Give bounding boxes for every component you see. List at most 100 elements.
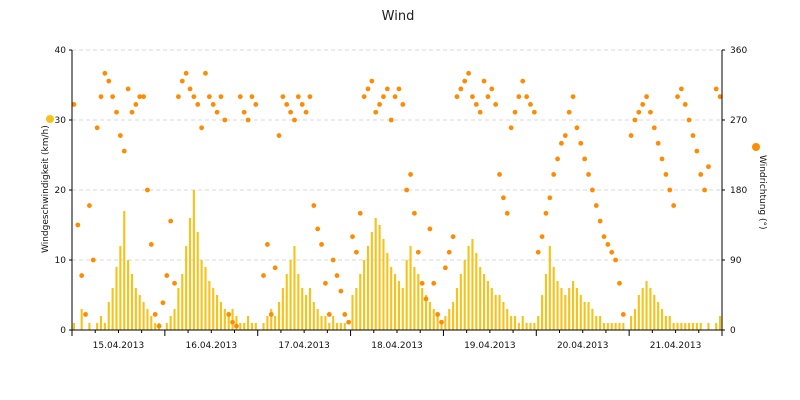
speed-bar bbox=[328, 323, 331, 330]
direction-point bbox=[307, 94, 313, 100]
speed-bar bbox=[192, 190, 195, 330]
speed-bar bbox=[587, 302, 590, 330]
direction-point bbox=[628, 133, 634, 138]
direction-point bbox=[195, 102, 201, 107]
speed-bar bbox=[243, 323, 246, 330]
direction-point bbox=[148, 242, 154, 247]
speed-bar bbox=[641, 288, 644, 330]
direction-point bbox=[90, 257, 96, 263]
direction-point bbox=[168, 218, 174, 224]
direction-point bbox=[114, 109, 119, 115]
direction-point bbox=[87, 203, 92, 208]
speed-bar bbox=[513, 316, 517, 330]
direction-point bbox=[292, 117, 297, 123]
speed-bar bbox=[537, 316, 540, 330]
direction-point bbox=[609, 249, 615, 255]
speed-bar bbox=[657, 302, 660, 330]
direction-point bbox=[241, 109, 247, 115]
speed-legend-marker bbox=[46, 115, 54, 123]
right-tick-label-1: 90 bbox=[730, 256, 742, 266]
speed-bar bbox=[320, 316, 323, 330]
direction-point bbox=[617, 280, 622, 286]
right-tick-label-3: 270 bbox=[730, 116, 747, 126]
direction-point bbox=[253, 102, 259, 107]
speed-bar bbox=[521, 316, 524, 330]
direction-point bbox=[276, 133, 282, 138]
direction-point bbox=[179, 78, 185, 84]
direction-point bbox=[535, 249, 541, 255]
direction-point bbox=[415, 249, 421, 255]
speed-bar bbox=[169, 316, 172, 330]
speed-bar bbox=[301, 288, 304, 330]
direction-point bbox=[605, 242, 611, 247]
direction-point bbox=[373, 109, 379, 115]
direction-point bbox=[164, 273, 170, 278]
speed-bar bbox=[219, 302, 223, 330]
direction-point bbox=[404, 187, 410, 193]
speed-bar bbox=[343, 323, 346, 330]
direction-point bbox=[203, 70, 208, 76]
direction-point bbox=[145, 187, 150, 193]
speed-bar bbox=[293, 246, 296, 330]
direction-point bbox=[442, 265, 448, 271]
speed-bar bbox=[552, 267, 555, 330]
speed-bar bbox=[103, 323, 106, 330]
direction-point bbox=[551, 172, 557, 177]
speed-bar bbox=[525, 323, 528, 330]
direction-point bbox=[346, 319, 352, 325]
direction-point bbox=[690, 133, 696, 138]
speed-bar bbox=[154, 323, 157, 330]
direction-point bbox=[83, 312, 88, 317]
direction-point bbox=[663, 172, 669, 177]
speed-bar bbox=[660, 309, 664, 330]
speed-bar bbox=[181, 274, 184, 330]
direction-point bbox=[613, 257, 619, 263]
speed-bar bbox=[142, 302, 145, 330]
direction-point bbox=[694, 148, 700, 154]
speed-bar bbox=[173, 309, 176, 330]
speed-bar bbox=[363, 260, 366, 330]
speed-bar bbox=[281, 288, 284, 330]
direction-point bbox=[230, 319, 235, 325]
speed-bar bbox=[204, 267, 207, 330]
speed-bar bbox=[633, 309, 637, 330]
speed-bar bbox=[397, 281, 400, 330]
direction-point bbox=[419, 280, 425, 286]
speed-bar bbox=[653, 295, 656, 330]
direction-point bbox=[686, 117, 692, 123]
direction-point bbox=[485, 94, 491, 100]
direction-point bbox=[682, 102, 688, 107]
direction-point bbox=[601, 234, 607, 240]
direction-point bbox=[79, 273, 85, 278]
direction-point bbox=[396, 86, 402, 92]
direction-point bbox=[75, 222, 81, 228]
direction-point bbox=[334, 273, 340, 278]
direction-point bbox=[717, 94, 723, 100]
direction-point bbox=[435, 312, 441, 317]
speed-bar bbox=[618, 323, 621, 330]
direction-point bbox=[570, 94, 576, 100]
speed-bar bbox=[622, 323, 625, 330]
direction-point bbox=[323, 280, 328, 286]
direction-point bbox=[94, 125, 100, 131]
direction-point bbox=[361, 94, 367, 100]
direction-point bbox=[199, 125, 205, 131]
speed-bar bbox=[602, 323, 606, 330]
speed-bar bbox=[127, 260, 130, 330]
direction-point bbox=[218, 94, 224, 100]
direction-point bbox=[121, 148, 127, 154]
direction-point bbox=[206, 94, 212, 100]
speed-bar bbox=[254, 323, 257, 330]
direction-legend-marker bbox=[752, 143, 760, 151]
speed-bar bbox=[277, 302, 281, 330]
speed-bar bbox=[401, 288, 404, 330]
direction-point bbox=[423, 296, 429, 302]
speed-bar bbox=[405, 260, 408, 330]
speed-series bbox=[72, 190, 722, 330]
direction-point bbox=[237, 94, 243, 100]
direction-point bbox=[504, 210, 510, 216]
speed-bar bbox=[610, 323, 613, 330]
direction-point bbox=[454, 94, 460, 100]
speed-bar bbox=[556, 281, 559, 330]
speed-bar bbox=[227, 316, 230, 330]
